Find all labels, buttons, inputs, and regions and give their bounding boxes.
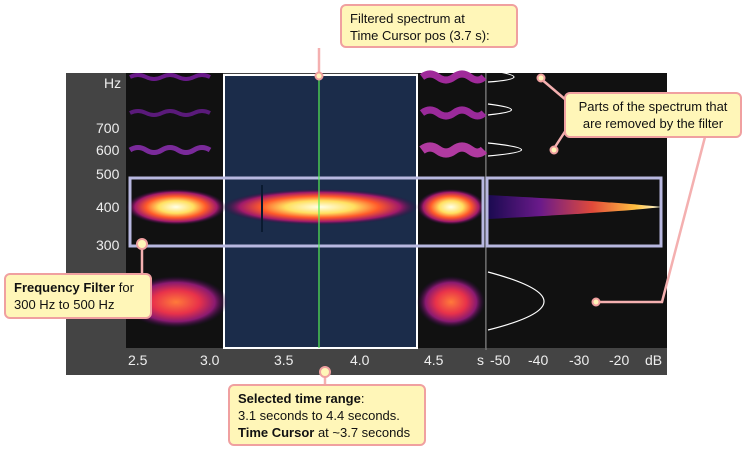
callout-time-range-title: Selected time range xyxy=(238,391,361,406)
freq-tick-500: 500 xyxy=(96,166,120,182)
callout-frequency-filter-range: 300 Hz to 500 Hz xyxy=(14,297,115,312)
frequency-filter-box[interactable] xyxy=(128,176,485,248)
callout-filtered-spectrum-line2: Time Cursor pos (3.7 s): xyxy=(350,28,490,43)
harmonic-band-600 xyxy=(128,142,488,158)
time-tick-2-5: 2.5 xyxy=(128,352,148,368)
db-axis-unit: dB xyxy=(645,352,663,368)
callout-time-cursor-value: at ~3.7 seconds xyxy=(314,425,411,440)
callout-filtered-spectrum: Filtered spectrum at Time Cursor pos (3.… xyxy=(340,4,518,48)
callout-time-range-values: 3.1 seconds to 4.4 seconds. xyxy=(238,408,400,423)
freq-tick-300: 300 xyxy=(96,237,120,253)
time-axis-unit: s xyxy=(477,352,484,368)
db-tick-40: -40 xyxy=(528,352,549,368)
freq-tick-400: 400 xyxy=(96,199,120,215)
time-tick-3-0: 3.0 xyxy=(200,352,220,368)
callout-removed-parts: Parts of the spectrum that are removed b… xyxy=(564,92,742,138)
callout-time-range: Selected time range: 3.1 seconds to 4.4 … xyxy=(228,384,426,446)
freq-tick-600: 600 xyxy=(96,142,120,158)
time-tick-4-5: 4.5 xyxy=(424,352,444,368)
time-tick-4-0: 4.0 xyxy=(350,352,370,368)
harmonic-band-700 xyxy=(129,106,487,120)
db-tick-20: -20 xyxy=(609,352,630,368)
db-tick-50: -50 xyxy=(490,352,511,368)
freq-tick-700: 700 xyxy=(96,120,120,136)
harmonic-band-top xyxy=(129,70,487,84)
callout-filtered-spectrum-line1: Filtered spectrum at xyxy=(350,11,465,26)
callout-frequency-filter: Frequency Filter for 300 Hz to 500 Hz xyxy=(4,273,152,319)
db-tick-30: -30 xyxy=(569,352,590,368)
callout-time-cursor-title: Time Cursor xyxy=(238,425,315,440)
callout-dots xyxy=(136,71,601,378)
frequency-filter-box-spectrum[interactable] xyxy=(485,176,663,248)
callout-removed-parts-line1: Parts of the spectrum that xyxy=(578,99,728,114)
signal-band-400hz xyxy=(126,185,485,232)
callout-removed-parts-line2: are removed by the filter xyxy=(582,116,724,131)
spectrum-removed-lobes xyxy=(487,69,545,331)
spectrum-filtered-lobe xyxy=(488,195,662,219)
time-tick-3-5: 3.5 xyxy=(274,352,294,368)
callout-leaders xyxy=(140,48,707,386)
freq-axis-unit: Hz xyxy=(104,75,122,91)
callout-frequency-filter-title: Frequency Filter xyxy=(14,280,116,295)
callout-frequency-filter-for: for xyxy=(115,280,134,295)
callout-time-range-colon: : xyxy=(360,391,365,406)
